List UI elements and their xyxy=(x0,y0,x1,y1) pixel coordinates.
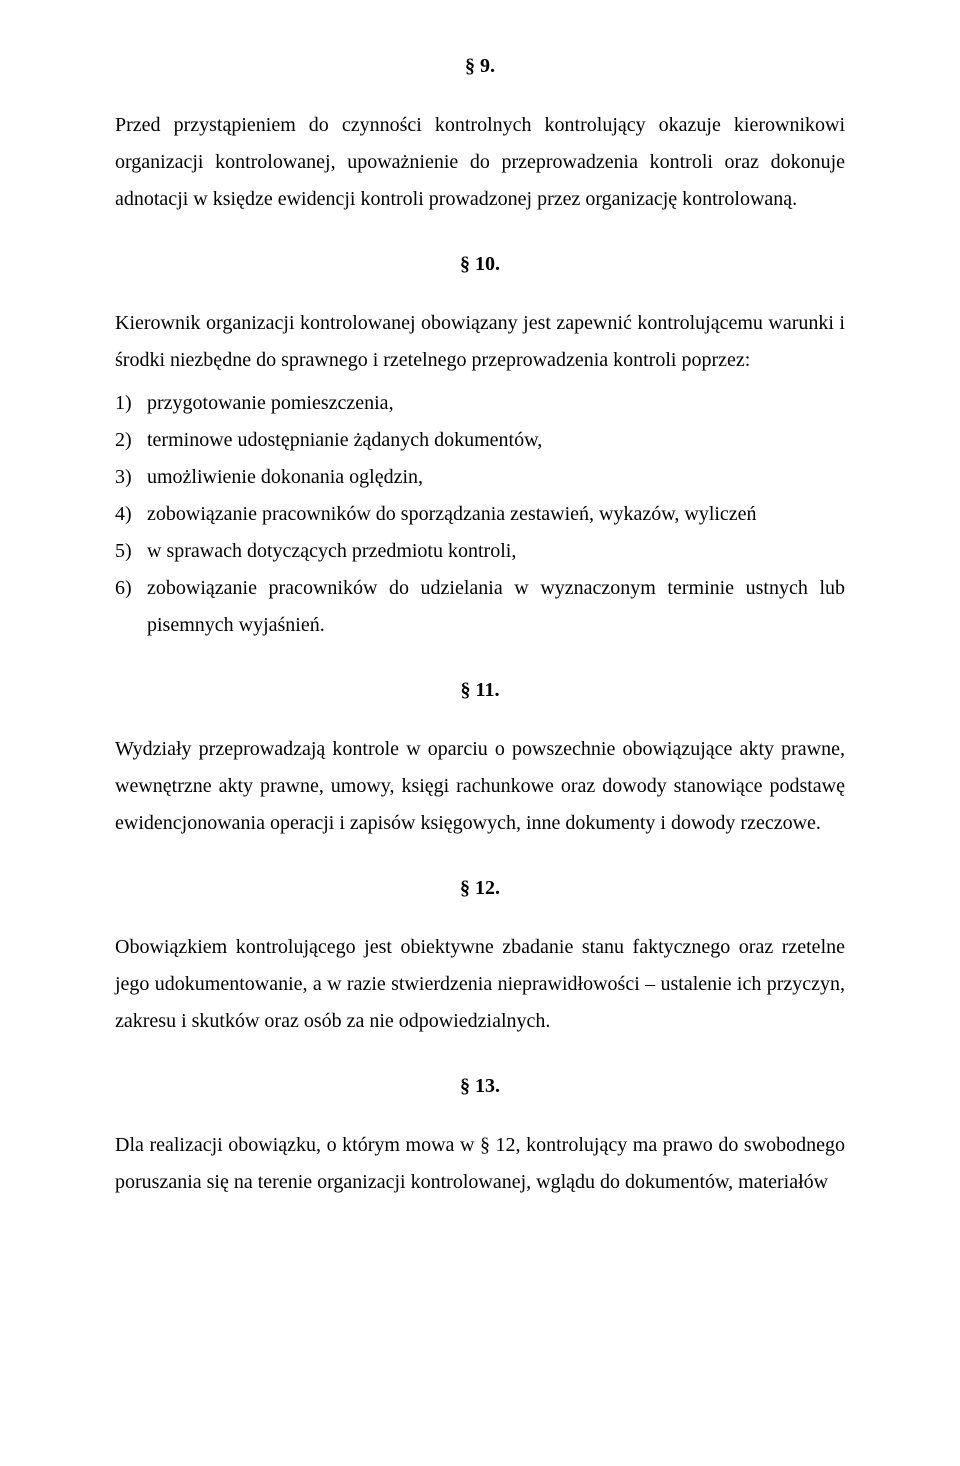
list-item-text: zobowiązanie pracowników do sporządzania… xyxy=(147,496,845,533)
list-item-text: zobowiązanie pracowników do udzielania w… xyxy=(147,570,845,644)
list-item: 5) w sprawach dotyczących przedmiotu kon… xyxy=(115,533,845,570)
section-9-paragraph: Przed przystąpieniem do czynności kontro… xyxy=(115,107,845,218)
list-item-text: terminowe udostępnianie żądanych dokumen… xyxy=(147,422,845,459)
list-item-number: 3) xyxy=(115,459,147,496)
list-item: 4) zobowiązanie pracowników do sporządza… xyxy=(115,496,845,533)
list-item-number: 5) xyxy=(115,533,147,570)
section-9-title: § 9. xyxy=(115,48,845,85)
section-13-title: § 13. xyxy=(115,1068,845,1105)
section-12-paragraph: Obowiązkiem kontrolującego jest obiektyw… xyxy=(115,929,845,1040)
list-item-number: 4) xyxy=(115,496,147,533)
section-10-intro: Kierownik organizacji kontrolowanej obow… xyxy=(115,305,845,379)
list-item: 1) przygotowanie pomieszczenia, xyxy=(115,385,845,422)
section-12-title: § 12. xyxy=(115,870,845,907)
list-item-text: w sprawach dotyczących przedmiotu kontro… xyxy=(147,533,845,570)
list-item: 3) umożliwienie dokonania oględzin, xyxy=(115,459,845,496)
section-11-paragraph: Wydziały przeprowadzają kontrole w oparc… xyxy=(115,731,845,842)
list-item: 6) zobowiązanie pracowników do udzielani… xyxy=(115,570,845,644)
section-10-title: § 10. xyxy=(115,246,845,283)
section-13-paragraph: Dla realizacji obowiązku, o którym mowa … xyxy=(115,1127,845,1201)
list-item-number: 2) xyxy=(115,422,147,459)
list-item-text: umożliwienie dokonania oględzin, xyxy=(147,459,845,496)
list-item-number: 1) xyxy=(115,385,147,422)
list-item-text: przygotowanie pomieszczenia, xyxy=(147,385,845,422)
document-page: § 9. Przed przystąpieniem do czynności k… xyxy=(0,0,960,1466)
section-11-title: § 11. xyxy=(115,672,845,709)
section-10-list: 1) przygotowanie pomieszczenia, 2) termi… xyxy=(115,385,845,644)
list-item-number: 6) xyxy=(115,570,147,644)
list-item: 2) terminowe udostępnianie żądanych doku… xyxy=(115,422,845,459)
